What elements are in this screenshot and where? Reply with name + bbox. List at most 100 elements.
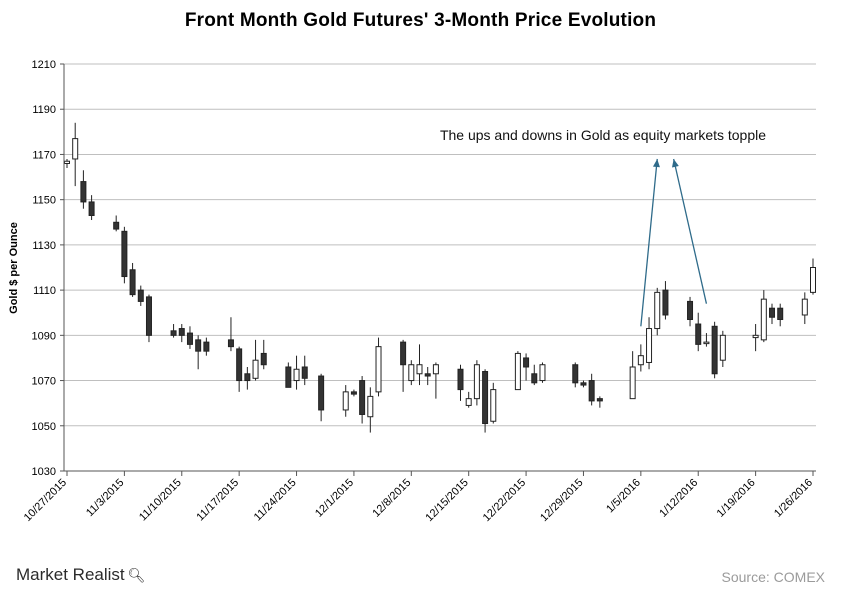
candle-body — [580, 382, 587, 386]
candle — [752, 324, 759, 352]
y-axis-title: Gold $ per Ounce — [8, 222, 20, 314]
arrow-line — [640, 158, 658, 327]
candle — [252, 339, 259, 381]
candle — [695, 312, 702, 352]
candle — [359, 376, 366, 424]
candle-body — [646, 328, 653, 363]
candle-body — [121, 230, 128, 278]
candle-body — [752, 334, 759, 339]
gridlines — [64, 63, 816, 472]
candle-body — [654, 291, 661, 330]
candle-body — [244, 373, 251, 382]
candle — [588, 373, 595, 406]
candle-body — [801, 298, 808, 316]
x-tick-label: 10/27/2015 — [22, 477, 69, 524]
candle-body — [637, 355, 644, 366]
candle-body — [252, 359, 259, 379]
candle — [318, 373, 325, 422]
x-axis-ticks: 10/27/2015 11/3/2015 11/10/2015 11/17/2015 1… — [22, 471, 815, 524]
candle-body — [186, 332, 193, 345]
candle — [129, 262, 136, 297]
candle — [629, 351, 636, 400]
candle — [801, 292, 808, 325]
candle-body — [80, 181, 87, 203]
chart-title: Front Month Gold Futures' 3-Month Price … — [184, 10, 657, 31]
candle — [285, 362, 292, 388]
candle — [342, 385, 349, 417]
annotation-text: The ups and downs in Gold as equity mark… — [440, 127, 766, 143]
candle — [408, 360, 415, 386]
x-tick-label: 11/17/2015 — [194, 477, 241, 524]
candle — [687, 296, 694, 327]
candle-body — [687, 300, 694, 321]
candle — [260, 339, 267, 370]
candle — [473, 360, 480, 406]
candle — [596, 396, 603, 408]
candle — [662, 281, 669, 320]
candle-body — [236, 348, 243, 382]
candle — [777, 303, 784, 327]
candle — [80, 170, 87, 209]
y-tick-label: 1030 — [32, 466, 56, 478]
candle — [375, 337, 382, 397]
candle — [137, 285, 144, 306]
x-tick-label: 11/24/2015 — [252, 477, 299, 524]
candle-body — [88, 201, 95, 216]
candle — [646, 317, 653, 370]
candle-body — [129, 269, 136, 296]
candle — [64, 158, 70, 169]
candle-body — [145, 296, 152, 336]
x-tick-label: 1/12/2016 — [657, 477, 700, 520]
arrow-head — [652, 158, 660, 168]
candle-body — [711, 325, 718, 375]
candle-body — [482, 371, 489, 425]
candle-body — [350, 391, 357, 395]
candle-body — [810, 267, 816, 293]
y-tick-label: 1170 — [32, 149, 56, 161]
candle-body — [588, 380, 595, 402]
candle-body — [178, 328, 185, 336]
x-tick-label: 12/29/2015 — [538, 477, 585, 524]
candle-body — [662, 289, 669, 316]
candle-body — [64, 160, 70, 164]
candle — [178, 324, 185, 343]
candle-body — [342, 391, 349, 411]
candle — [531, 364, 538, 386]
y-tick-label: 1090 — [32, 330, 56, 342]
candle-body — [293, 368, 300, 382]
candle-body — [72, 138, 79, 160]
candle — [145, 294, 152, 343]
market-realist-logo: Market Realist 🔍︎ — [16, 565, 145, 585]
candle — [810, 258, 816, 295]
candle — [170, 324, 177, 338]
candle — [88, 195, 95, 221]
y-tick-label: 1190 — [32, 104, 56, 116]
x-tick-label: 1/5/2016 — [604, 477, 643, 516]
candle-body — [596, 398, 603, 402]
annotation-layer — [640, 158, 708, 327]
candle-body — [531, 373, 538, 384]
magnifier-icon: 🔍︎ — [127, 566, 146, 583]
x-tick-label: 1/19/2016 — [715, 477, 758, 520]
candle-body — [760, 298, 767, 341]
candle — [703, 333, 710, 347]
arrow-line — [673, 158, 708, 304]
y-tick-label: 1150 — [32, 195, 56, 207]
x-tick-label: 1/26/2016 — [772, 477, 815, 520]
candle-body — [318, 375, 325, 411]
candle-body — [465, 398, 472, 406]
candle — [719, 330, 726, 367]
candle-body — [424, 373, 431, 377]
x-tick-label: 11/3/2015 — [84, 477, 127, 520]
x-tick-label: 11/10/2015 — [137, 477, 184, 524]
candle — [465, 391, 472, 408]
candle-body — [227, 339, 234, 348]
candle-body — [408, 364, 415, 382]
candle — [293, 355, 300, 390]
candle — [432, 362, 439, 399]
candle — [637, 344, 644, 372]
candle — [244, 366, 251, 390]
candle-body — [416, 364, 423, 375]
candle — [424, 366, 431, 386]
